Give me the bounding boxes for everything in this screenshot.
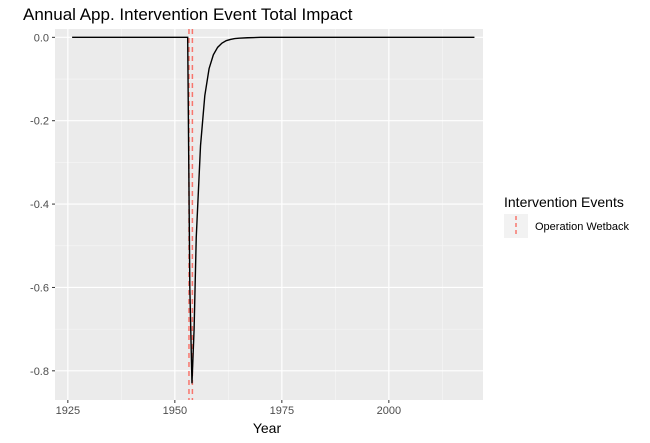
- x-tick-label: 1975: [270, 405, 294, 417]
- y-tick-label: -0.6: [30, 282, 49, 294]
- y-tick-label: -0.2: [30, 116, 49, 128]
- x-tick-label: 2000: [377, 405, 401, 417]
- y-tick-label: 0.0: [34, 32, 49, 44]
- x-axis-ticks: 1925 1950 1975 2000: [56, 400, 401, 417]
- event-lines: [188, 29, 194, 400]
- minor-gridlines: [55, 29, 483, 400]
- legend-entry-label: Operation Wetback: [535, 221, 629, 233]
- x-tick-label: 1925: [56, 405, 80, 417]
- y-tick-label: -0.4: [30, 199, 49, 211]
- plot-panel: [55, 29, 483, 400]
- legend-title: Intervention Events: [504, 194, 624, 210]
- impact-series-line: [72, 36, 475, 384]
- x-axis-title: Year: [253, 420, 282, 436]
- x-tick-label: 1950: [163, 405, 187, 417]
- y-axis-ticks: 0.0 -0.2 -0.4 -0.6 -0.8: [30, 32, 55, 378]
- chart-title: Annual App. Intervention Event Total Imp…: [23, 5, 353, 24]
- y-tick-label: -0.8: [30, 366, 49, 378]
- legend: Intervention Events Operation Wetback: [504, 194, 629, 238]
